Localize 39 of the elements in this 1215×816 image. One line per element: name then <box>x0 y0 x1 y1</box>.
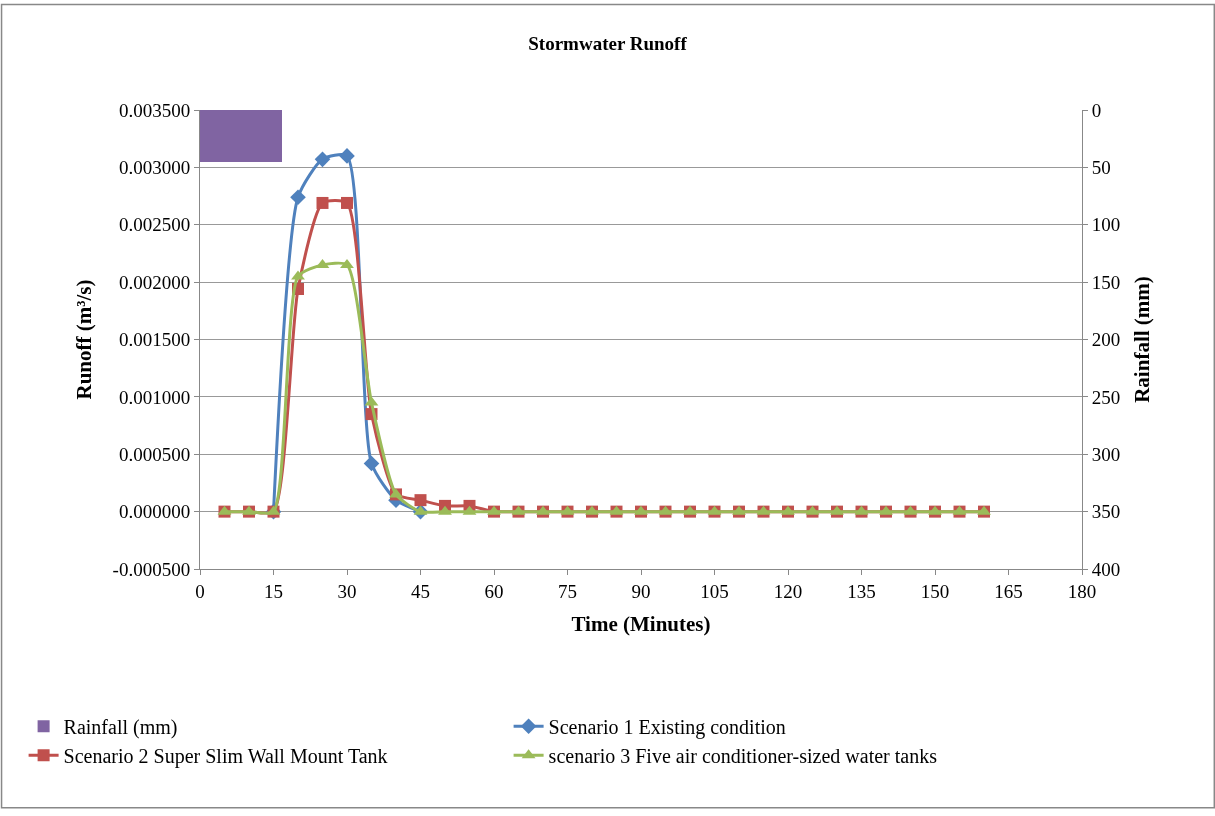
chart-title: Stormwater Runoff <box>528 33 688 55</box>
y-tick-label: 0.002000 <box>118 271 191 293</box>
y2-tick-label: 350 <box>1091 501 1121 523</box>
legend-label: Scenario 2 Super Slim Wall Mount Tank <box>63 745 388 768</box>
y2-tick-label: 0 <box>1091 99 1102 121</box>
y-axis-title: Runoff (m³/s) <box>71 279 96 400</box>
x-tick-label: 135 <box>847 580 876 602</box>
y2-tick-label: 200 <box>1091 329 1121 351</box>
x-tick-label: 180 <box>1067 580 1097 602</box>
y-tick-label: 0.003500 <box>118 99 191 121</box>
y2-tick-label: 50 <box>1091 157 1111 179</box>
y-tick-label: 0.000000 <box>118 501 191 523</box>
y-tick-label: -0.000500 <box>112 558 191 580</box>
x-tick-label: 120 <box>773 580 803 602</box>
y-tick-label: 0.001000 <box>118 386 191 408</box>
x-axis-title: Time (Minutes) <box>571 612 711 636</box>
x-tick-label: 60 <box>484 580 504 602</box>
y2-tick-label: 250 <box>1091 386 1121 408</box>
x-tick-label: 75 <box>558 580 577 602</box>
x-tick-label: 165 <box>994 580 1023 602</box>
x-tick-label: 90 <box>631 580 651 602</box>
legend-label: Rainfall (mm) <box>63 716 178 739</box>
y2-tick-label: 400 <box>1091 558 1121 580</box>
legend-label: Scenario 1 Existing condition <box>548 716 786 739</box>
y2-tick-label: 100 <box>1091 214 1121 236</box>
x-tick-label: 0 <box>195 580 205 602</box>
y-tick-label: 0.002500 <box>118 214 191 236</box>
y-tick-label: 0.000500 <box>118 443 191 465</box>
x-tick-label: 45 <box>411 580 430 602</box>
x-tick-label: 150 <box>920 580 950 602</box>
legend-label: scenario 3 Five air conditioner-sized water tanks <box>548 745 938 767</box>
y2-tick-label: 150 <box>1091 271 1121 293</box>
y2-axis-title: Rainfall (mm) <box>1130 276 1155 403</box>
x-tick-label: 30 <box>337 580 357 602</box>
y-tick-label: 0.003000 <box>118 157 191 179</box>
x-tick-label: 15 <box>264 580 283 602</box>
y-tick-label: 0.001500 <box>118 329 191 351</box>
y2-tick-label: 300 <box>1091 443 1121 465</box>
x-tick-label: 105 <box>700 580 729 602</box>
